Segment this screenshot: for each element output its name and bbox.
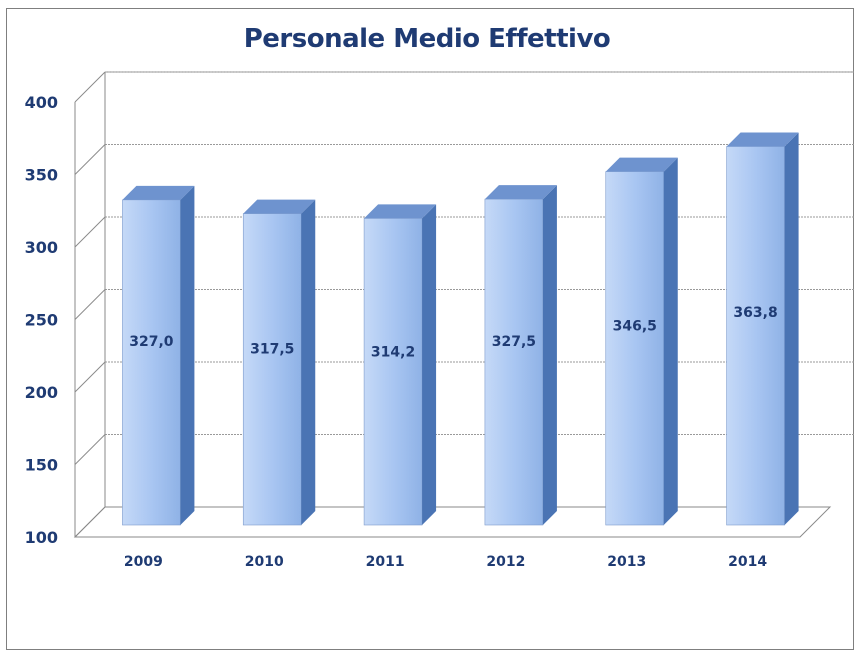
bar-top <box>243 199 316 214</box>
data-label: 314,2 <box>371 344 415 360</box>
data-label: 327,5 <box>492 334 536 350</box>
gridline-depth <box>74 361 106 393</box>
bar-2011 <box>363 204 437 526</box>
y-tick-label: 250 <box>25 311 58 330</box>
data-label: 327,0 <box>129 334 174 350</box>
bar-2014 <box>726 132 799 526</box>
bar-top <box>484 185 557 200</box>
chart-title: Personale Medio Effettivo <box>243 24 611 54</box>
x-tick-label: 2011 <box>366 554 405 570</box>
y-tick-label: 150 <box>25 456 58 475</box>
y-tick-label: 300 <box>25 238 58 257</box>
y-tick-label: 400 <box>25 93 58 112</box>
y-tick-label: 350 <box>25 166 58 185</box>
bar-side <box>784 132 799 526</box>
data-label: 317,5 <box>250 342 294 358</box>
bar-side <box>301 199 316 525</box>
bar-front <box>726 146 785 526</box>
x-tick-label: 2009 <box>124 554 163 570</box>
bar-front <box>484 198 544 526</box>
bar-side <box>180 185 195 525</box>
bar-side <box>663 157 678 525</box>
bar-front <box>363 218 423 526</box>
bar-chart: 100 150 200 250 300 350 400 327,0 2009 317,5 2010… <box>25 71 854 570</box>
gridline-depth <box>74 434 106 465</box>
bar-top <box>726 132 799 147</box>
bar-top <box>605 157 678 172</box>
x-tick-label: 2012 <box>486 554 525 570</box>
y-axis: 100 150 200 250 300 350 400 <box>25 72 106 547</box>
bar-front <box>122 199 181 526</box>
gridline-depth <box>74 506 106 538</box>
labels: 327,0 2009 317,5 2010 314,2 2011 327,5 2012 346,… <box>124 305 778 570</box>
gridline-depth <box>74 289 106 320</box>
y-tick-label: 100 <box>25 528 58 547</box>
bar-2009 <box>122 185 195 526</box>
bar-2012 <box>484 185 557 526</box>
y-tick-label: 200 <box>25 383 58 402</box>
bars <box>122 132 799 526</box>
bar-front <box>605 171 665 526</box>
gridline-depth <box>74 216 106 248</box>
bar-2013 <box>605 157 678 526</box>
gridline-depth <box>74 144 106 175</box>
bar-2010 <box>242 199 316 526</box>
data-label: 363,8 <box>733 305 777 321</box>
bar-top <box>364 204 437 219</box>
gridline-depth <box>74 71 106 103</box>
bar-side <box>422 204 437 525</box>
x-tick-label: 2013 <box>607 554 646 570</box>
bar-top <box>122 185 195 200</box>
x-tick-label: 2010 <box>245 554 284 570</box>
x-tick-label: 2014 <box>728 554 767 570</box>
data-label: 346,5 <box>613 319 657 335</box>
bar-front <box>242 213 302 526</box>
bar-side <box>542 185 557 525</box>
